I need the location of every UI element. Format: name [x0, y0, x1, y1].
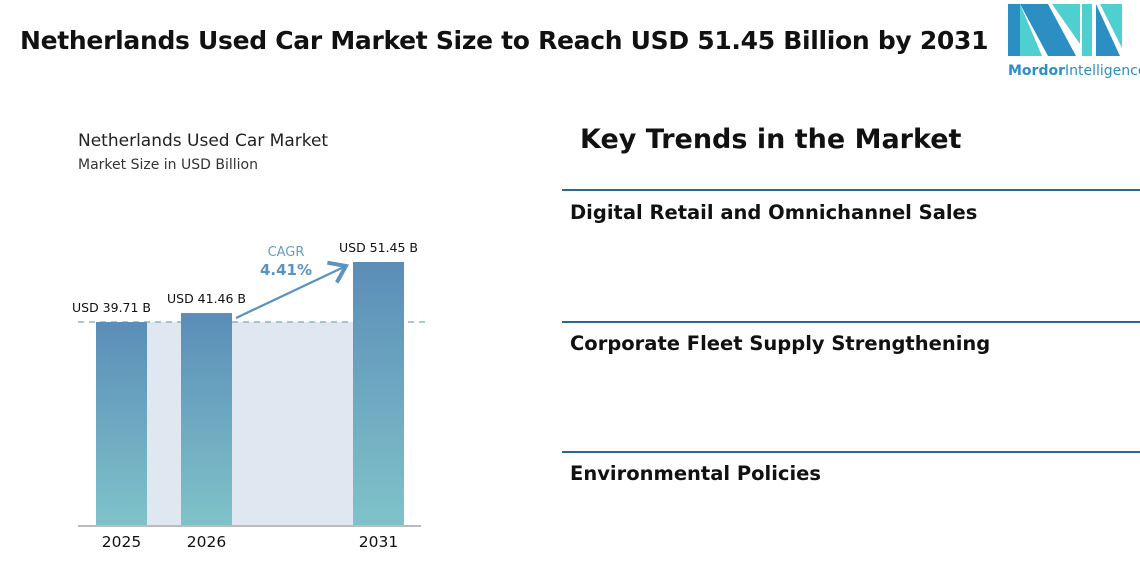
divider	[562, 451, 1140, 453]
chart-subtitle: Market Size in USD Billion	[78, 157, 258, 173]
logo-text: MordorIntelligence	[1008, 63, 1140, 79]
x-tick-label: 2025	[102, 533, 141, 551]
trend-item: Environmental Policies	[570, 462, 822, 485]
data-label: USD 51.45 B	[339, 240, 418, 255]
cagr-label: CAGR	[268, 245, 305, 260]
bar-2026	[181, 313, 232, 525]
mordor-logo	[1008, 4, 1126, 64]
trend-item: Digital Retail and Omnichannel Sales	[570, 201, 978, 224]
bar-2025	[96, 322, 147, 525]
cagr-arrow	[235, 260, 350, 319]
divider	[562, 189, 1140, 191]
trends-title: Key Trends in the Market	[580, 124, 962, 155]
bar-chart: USD 39.71 B 2025 USD 41.46 B 2026 USD 51.45 …	[72, 240, 425, 551]
baseline-band	[96, 322, 404, 525]
chart-title: Netherlands Used Car Market	[78, 131, 329, 151]
x-tick-label: 2031	[359, 533, 398, 551]
data-label: USD 41.46 B	[167, 291, 246, 306]
x-tick-label: 2026	[187, 533, 226, 551]
cagr-value: 4.41%	[260, 261, 312, 279]
trend-item: Corporate Fleet Supply Strengthening	[570, 332, 991, 355]
divider	[562, 321, 1140, 323]
data-label: USD 39.71 B	[72, 300, 151, 315]
bar-2031	[353, 262, 404, 525]
page-title: Netherlands Used Car Market Size to Reac…	[20, 26, 989, 55]
